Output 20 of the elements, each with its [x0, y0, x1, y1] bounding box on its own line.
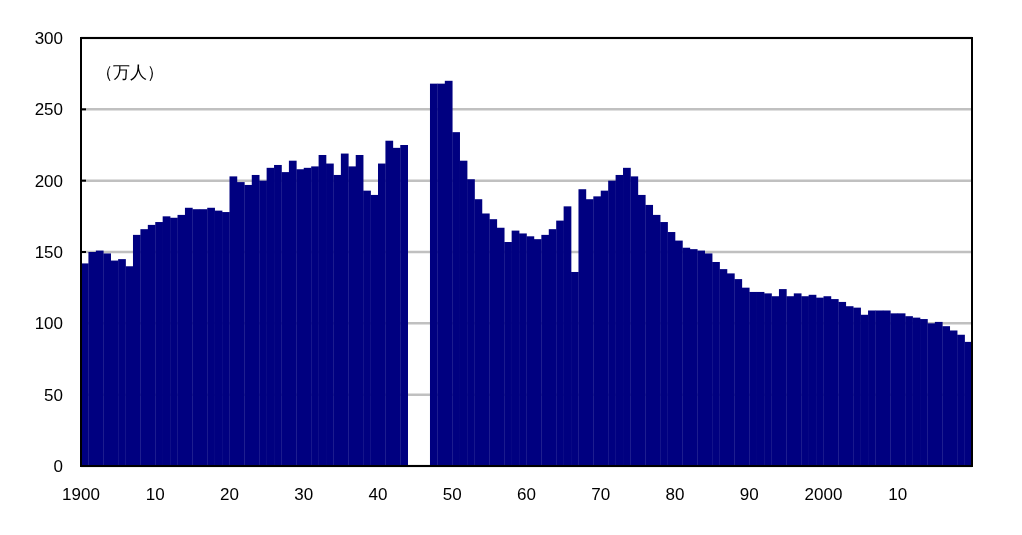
x-tick-label: 90 [739, 485, 759, 504]
x-tick-label: 50 [442, 485, 462, 504]
x-tick-label: 80 [665, 485, 685, 504]
x-tick-label: 70 [591, 485, 611, 504]
x-tick-label: 30 [294, 485, 314, 504]
y-tick-label: 200 [34, 171, 63, 191]
x-tick-label: 60 [517, 485, 536, 504]
x-tick-label: 1900 [62, 485, 100, 504]
x-tick-label: 10 [145, 485, 165, 504]
x-tick-label: 2000 [804, 485, 843, 504]
y-tick-label: 100 [34, 314, 63, 334]
y-tick-label: 0 [53, 457, 63, 476]
x-tick-label: 10 [888, 485, 908, 504]
y-tick-label: 50 [44, 385, 63, 405]
x-tick-label: 20 [220, 485, 239, 504]
x-tick-label: 40 [368, 485, 388, 504]
y-tick-label: 250 [34, 100, 63, 120]
y-tick-label: 150 [34, 243, 63, 262]
y-axis-title: （万人） [96, 63, 164, 82]
y-tick-label: 300 [34, 29, 63, 48]
